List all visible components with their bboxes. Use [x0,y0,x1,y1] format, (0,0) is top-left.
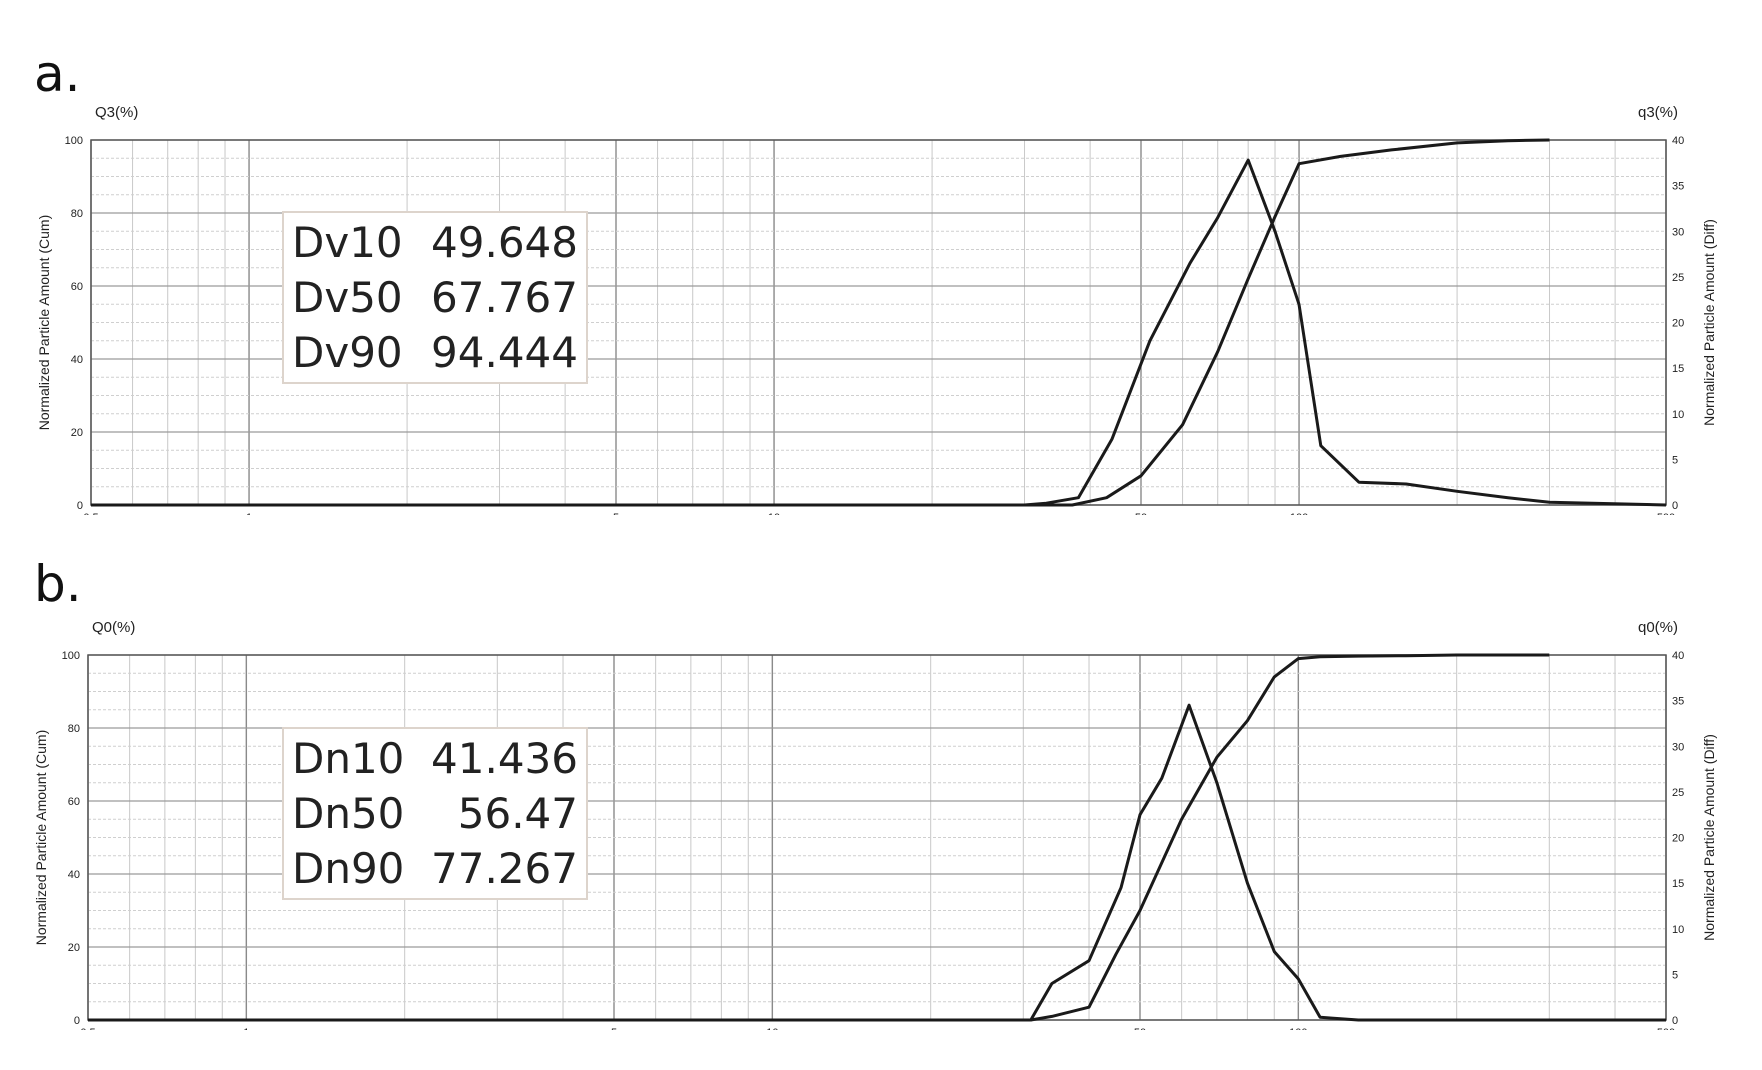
x-tick-label: 500 [1657,512,1675,515]
stat-value: 56.47 [457,789,578,838]
x-tick-label: 100 [1290,512,1308,515]
y-tick-label-left: 0 [74,1015,80,1027]
stat-label: Dn10 [292,734,405,783]
y-tick-label-right: 25 [1672,787,1684,799]
y-tick-label-right: 5 [1672,454,1678,466]
panel-a: 02040608010005101520253035400.5151050100… [0,0,1762,515]
plot-area [90,139,1667,506]
stat-row: Dn10 41.436 [292,731,578,786]
y-tick-label-right: 0 [1672,500,1678,512]
stat-value: 67.767 [431,273,578,322]
x-tick-label: 5 [613,512,619,515]
y-tick-label-right: 40 [1672,650,1684,662]
left-axis-title: Q3(%) [95,104,138,121]
y-tick-label-left: 20 [68,942,80,954]
y-axis-label-right: Normalized Particle Amount (Diff) [1701,734,1717,941]
y-tick-label-right: 20 [1672,833,1684,845]
y-tick-label-right: 5 [1672,969,1678,981]
y-tick-label-left: 60 [71,281,83,293]
y-axis-label-left: Normalized Particle Amount (Cum) [33,730,49,946]
x-tick-label: 500 [1657,1027,1675,1030]
y-tick-label-right: 35 [1672,696,1684,708]
y-tick-label-right: 15 [1672,878,1684,890]
stat-row: Dn90 77.267 [292,841,578,896]
y-tick-label-right: 25 [1672,272,1684,284]
y-tick-label-left: 80 [68,723,80,735]
x-tick-label: 10 [766,1027,778,1030]
y-tick-label-right: 15 [1672,363,1684,375]
stats-box-a: Dv10 49.648 Dv50 67.767 Dv90 94.444 [282,211,588,384]
y-tick-label-left: 100 [65,135,83,147]
left-axis-title: Q0(%) [92,619,135,636]
y-tick-label-right: 30 [1672,226,1684,238]
stat-value: 94.444 [431,328,578,377]
series-line-differential [88,703,1666,1022]
stat-label: Dn50 [292,789,405,838]
stat-value: 41.436 [431,734,578,783]
stat-label: Dv50 [292,273,403,322]
x-tick-label: 10 [768,512,780,515]
y-tick-label-right: 35 [1672,181,1684,193]
x-tick-label: 0.5 [80,1027,95,1030]
y-tick-label-left: 40 [68,869,80,881]
y-tick-label-right: 20 [1672,318,1684,330]
series-line-differential [91,158,1667,507]
series-line-cumulative [91,138,1550,507]
y-tick-label-left: 80 [71,208,83,220]
stat-row: Dv90 94.444 [292,325,578,380]
x-tick-label: 5 [611,1027,617,1030]
panel-label-b: b. [34,555,82,613]
right-axis-title: q0(%) [1638,619,1678,636]
y-tick-label-right: 10 [1672,924,1684,936]
stat-label: Dv10 [292,218,403,267]
right-axis-title: q3(%) [1638,104,1678,121]
y-tick-label-left: 20 [71,427,83,439]
stat-label: Dv90 [292,328,403,377]
x-tick-label: 1 [246,512,252,515]
x-tick-label: 100 [1289,1027,1307,1030]
y-tick-label-right: 10 [1672,409,1684,421]
stat-label: Dn90 [292,844,405,893]
chart-a: 02040608010005101520253035400.5151050100… [36,104,1717,515]
y-axis-label-left: Normalized Particle Amount (Cum) [36,215,52,431]
y-tick-label-right: 30 [1672,741,1684,753]
y-tick-label-right: 0 [1672,1015,1678,1027]
y-tick-label-left: 40 [71,354,83,366]
panel-b: 02040608010005101520253035400.5151050100… [0,515,1762,1030]
y-tick-label-right: 40 [1672,135,1684,147]
stat-row: Dv50 67.767 [292,270,578,325]
x-tick-label: 50 [1135,512,1147,515]
y-axis-label-right: Normalized Particle Amount (Diff) [1701,219,1717,426]
x-tick-label: 0.5 [83,512,98,515]
x-tick-label: 50 [1134,1027,1146,1030]
stat-value: 77.267 [431,844,578,893]
stats-box-b: Dn10 41.436 Dn50 56.47 Dn90 77.267 [282,727,588,900]
y-tick-label-left: 60 [68,796,80,808]
chart-b: 02040608010005101520253035400.5151050100… [33,619,1717,1030]
stat-value: 49.648 [431,218,578,267]
y-tick-label-left: 100 [62,650,80,662]
panel-label-a: a. [34,45,81,103]
x-tick-label: 1 [243,1027,249,1030]
stat-row: Dv10 49.648 [292,215,578,270]
y-tick-label-left: 0 [77,500,83,512]
stat-row: Dn50 56.47 [292,786,578,841]
